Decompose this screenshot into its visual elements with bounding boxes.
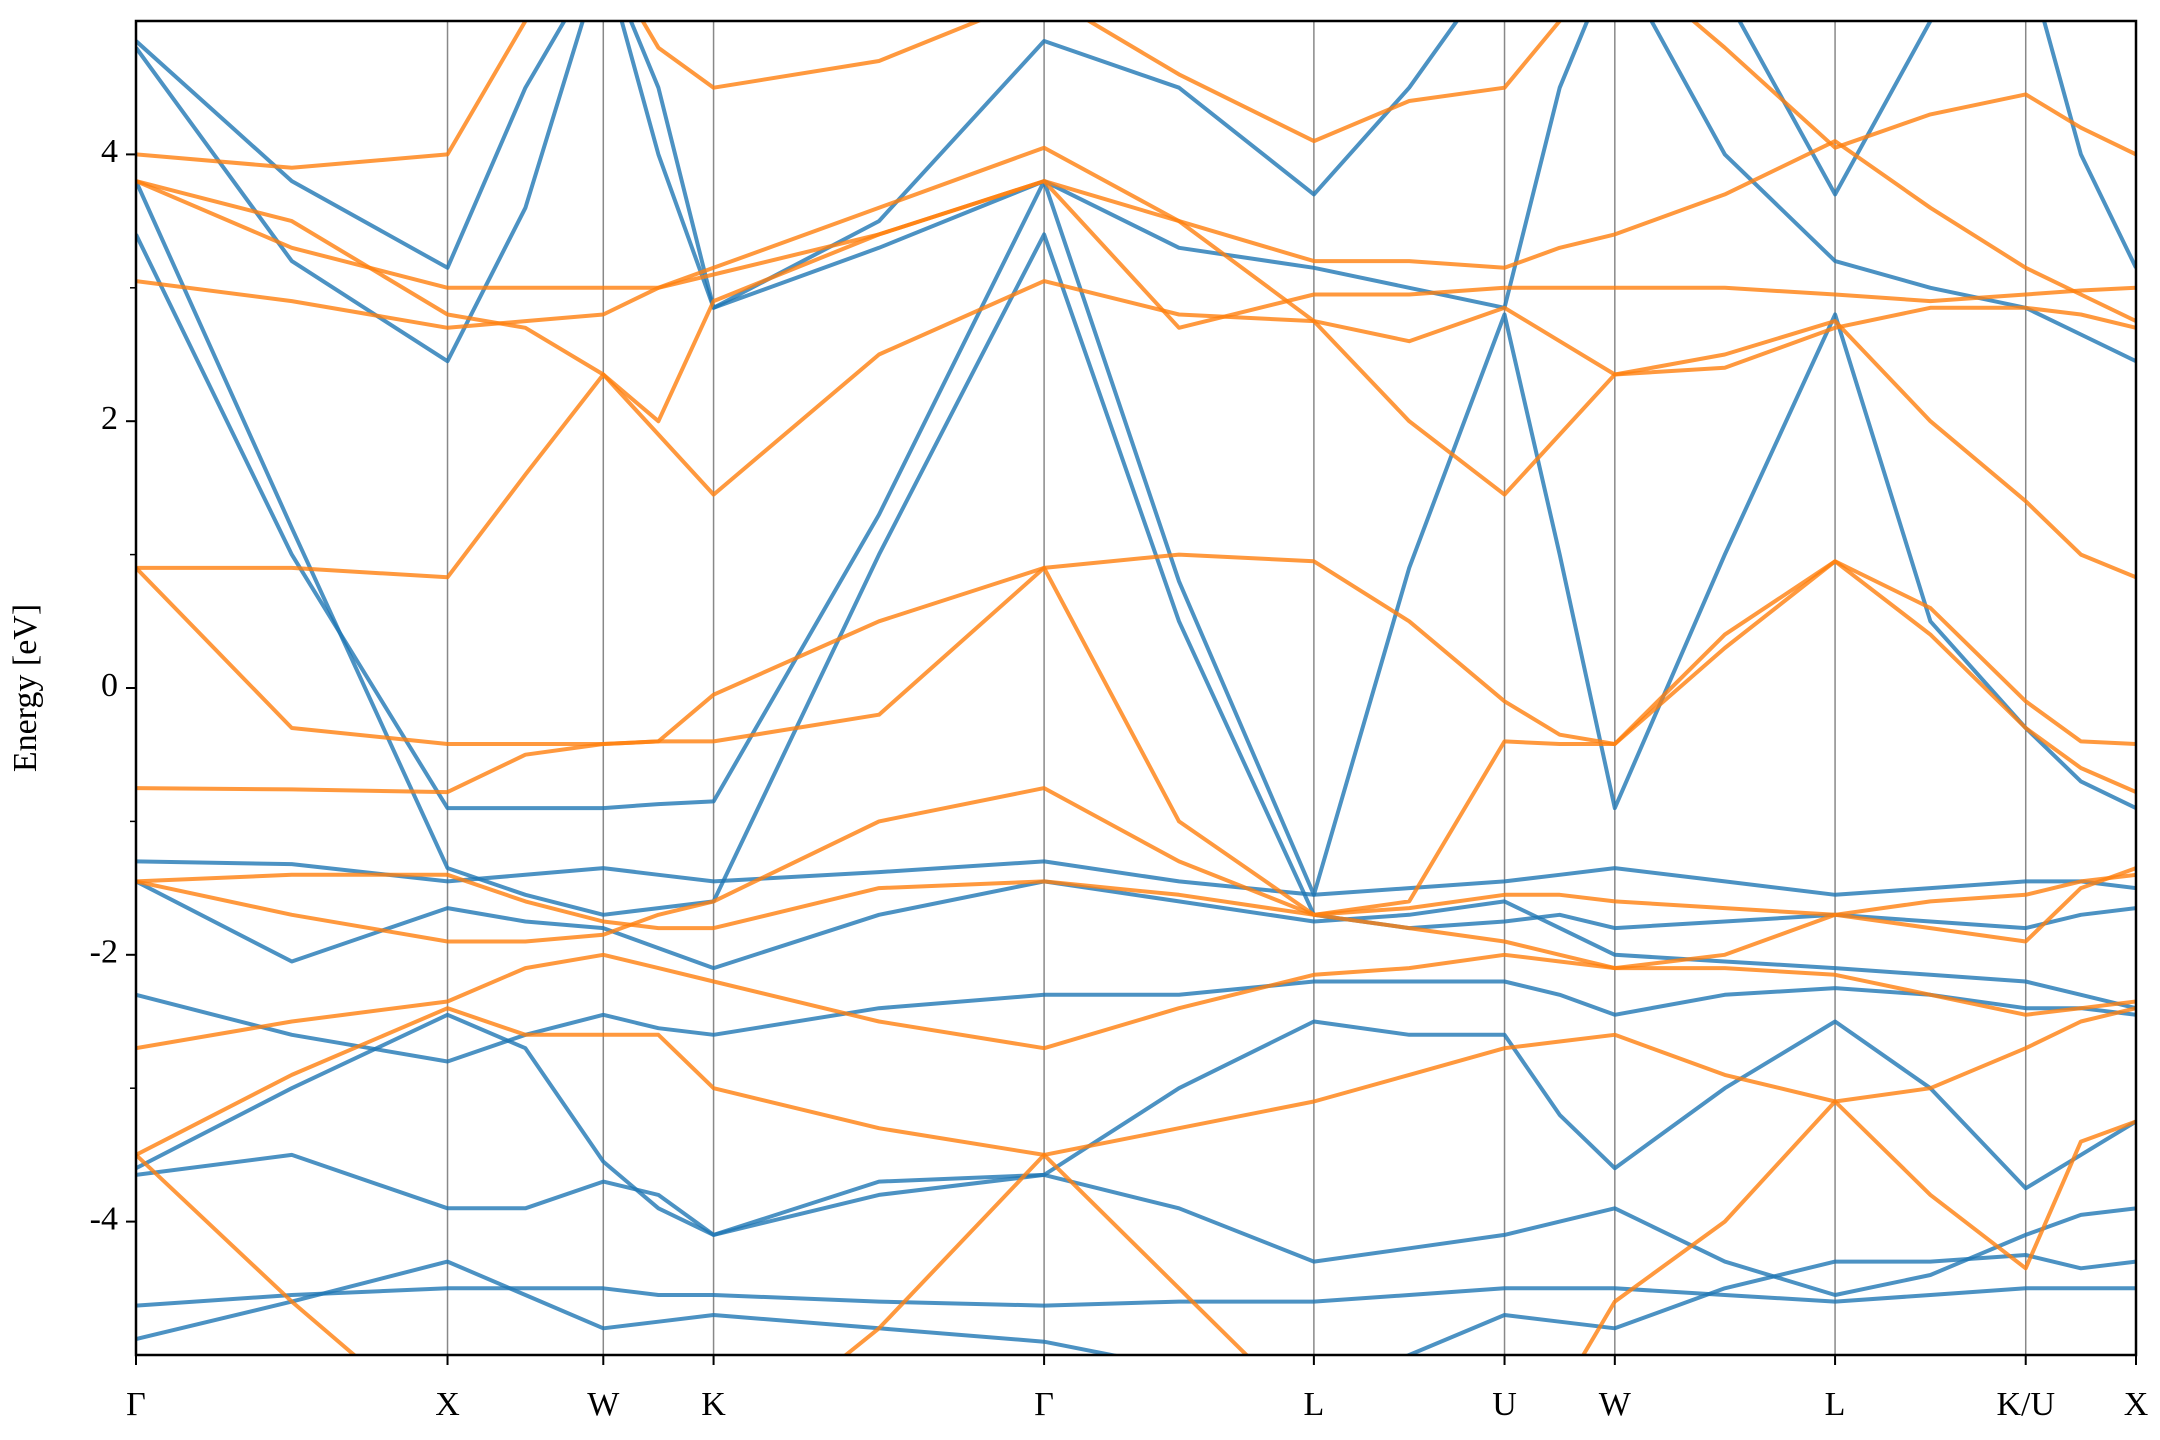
y-tick-label: 0	[101, 667, 118, 704]
x-tick-label: L	[1825, 1386, 1846, 1423]
x-tick-label: Γ	[126, 1386, 146, 1423]
band-line	[136, 1286, 2136, 1308]
x-tick-label: U	[1492, 1386, 1517, 1423]
band-line	[136, 1006, 2136, 1157]
bands	[136, 21, 2136, 1355]
axes: Γ X W K Γ L U W L K/U X -4 -2 0 2 4	[90, 19, 2149, 1423]
band-line	[136, 1253, 2136, 1355]
x-tick-label: K/U	[1996, 1386, 2055, 1423]
y-tick-label: 2	[101, 400, 118, 437]
band-line	[136, 559, 2136, 917]
x-tick-label: L	[1303, 1386, 1324, 1423]
band-line	[136, 786, 2136, 971]
band-line	[136, 552, 2136, 795]
y-tick-label: -4	[90, 1200, 118, 1237]
band-line	[136, 1019, 2136, 1237]
x-tick-label: X	[2124, 1386, 2149, 1423]
x-tick-label: K	[701, 1386, 726, 1423]
plot-frame	[134, 19, 2138, 1357]
band-line	[136, 879, 2136, 1011]
band-line	[136, 21, 2136, 364]
band-line	[136, 21, 2136, 170]
band-line	[136, 979, 2136, 1064]
band-line	[136, 179, 2136, 897]
band-line	[136, 952, 2136, 1051]
y-tick-label: -2	[90, 934, 118, 971]
y-axis-label: Energy [eV]	[7, 604, 44, 772]
y-tick-label: 4	[101, 133, 118, 170]
x-tick-label: W	[1599, 1386, 1632, 1423]
band-line	[136, 179, 2136, 330]
band-line	[136, 1099, 2136, 1355]
band-line	[136, 139, 2136, 330]
grid	[135, 21, 2137, 1355]
x-tick-label: X	[435, 1386, 460, 1423]
x-tick-label: Γ	[1034, 1386, 1054, 1423]
band-line	[136, 179, 2136, 424]
x-tick-label: W	[587, 1386, 620, 1423]
band-line	[136, 1012, 2136, 1297]
band-line	[136, 21, 2136, 310]
band-line	[136, 872, 2136, 931]
